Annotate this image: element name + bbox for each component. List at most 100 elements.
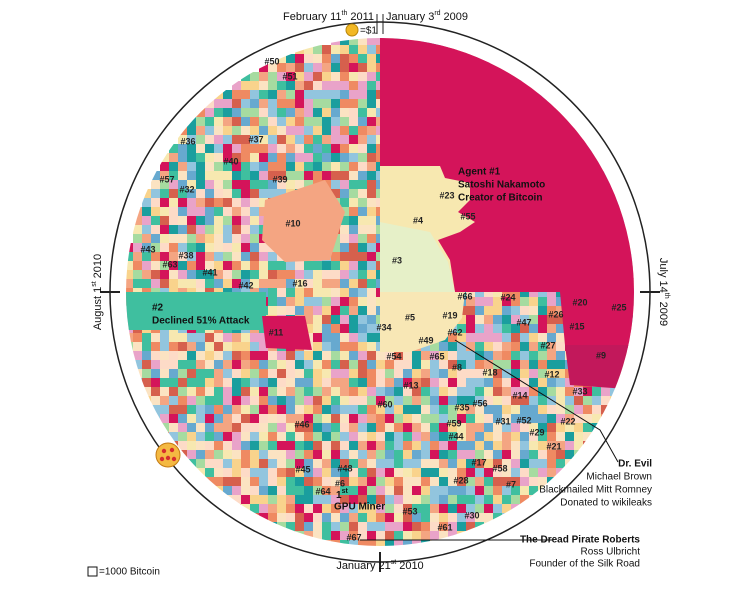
- mosaic-cell: [250, 486, 259, 495]
- mosaic-cell: [133, 270, 142, 279]
- mosaic-cell: [304, 360, 313, 369]
- mosaic-cell: [268, 450, 277, 459]
- mosaic-cell: [295, 423, 304, 432]
- mosaic-cell: [565, 423, 574, 432]
- mosaic-cell: [340, 63, 349, 72]
- mosaic-cell: [133, 351, 142, 360]
- mosaic-cell: [160, 216, 169, 225]
- date-text: July 14: [657, 258, 669, 293]
- mosaic-cell: [349, 405, 358, 414]
- mosaic-cell: [151, 369, 160, 378]
- mosaic-cell: [187, 441, 196, 450]
- mosaic-cell: [187, 261, 196, 270]
- mosaic-cell: [466, 297, 475, 306]
- mosaic-cell: [277, 405, 286, 414]
- mosaic-cell: [448, 423, 457, 432]
- mosaic-cell: [322, 72, 331, 81]
- mosaic-cell: [385, 423, 394, 432]
- mosaic-cell: [250, 351, 259, 360]
- mosaic-cell: [259, 378, 268, 387]
- mosaic-cell: [241, 351, 250, 360]
- mosaic-cell: [457, 333, 466, 342]
- mosaic-cell: [223, 432, 232, 441]
- mosaic-cell: [313, 45, 322, 54]
- mosaic-cell: [556, 324, 565, 333]
- date-label: August 1st2010: [91, 254, 104, 330]
- mosaic-cell: [340, 90, 349, 99]
- mosaic-cell: [412, 423, 421, 432]
- mosaic-cell: [412, 351, 421, 360]
- mosaic-cell: [196, 198, 205, 207]
- mosaic-cell: [340, 486, 349, 495]
- mosaic-cell: [412, 459, 421, 468]
- mosaic-cell: [178, 225, 187, 234]
- mosaic-cell: [259, 207, 268, 216]
- mosaic-cell: [601, 387, 610, 396]
- mosaic-cell: [511, 351, 520, 360]
- mosaic-cell: [277, 72, 286, 81]
- mosaic-cell: [295, 135, 304, 144]
- mosaic-cell: [196, 333, 205, 342]
- mosaic-cell: [538, 378, 547, 387]
- mosaic-cell: [205, 162, 214, 171]
- legend-square: [87, 566, 98, 577]
- mosaic-cell: [304, 297, 313, 306]
- mosaic-cell: [286, 288, 295, 297]
- mosaic-cell: [259, 162, 268, 171]
- mosaic-cell: [187, 207, 196, 216]
- mosaic-cell: [547, 468, 556, 477]
- mosaic-cell: [358, 306, 367, 315]
- mosaic-cell: [529, 315, 538, 324]
- mosaic-cell: [223, 99, 232, 108]
- mosaic-cell: [322, 405, 331, 414]
- mosaic-cell: [529, 441, 538, 450]
- mosaic-cell: [349, 99, 358, 108]
- mosaic-cell: [448, 477, 457, 486]
- mosaic-cell: [376, 378, 385, 387]
- mosaic-cell: [475, 450, 484, 459]
- mosaic-cell: [331, 513, 340, 522]
- mosaic-cell: [295, 126, 304, 135]
- mosaic-cell: [214, 423, 223, 432]
- mosaic-cell: [205, 126, 214, 135]
- mosaic-cell: [619, 198, 628, 207]
- mosaic-cell: [241, 108, 250, 117]
- coin-icon: [345, 23, 359, 37]
- mosaic-cell: [196, 144, 205, 153]
- mosaic-cell: [448, 378, 457, 387]
- mosaic-cell: [349, 108, 358, 117]
- mosaic-cell: [250, 333, 259, 342]
- mosaic-cell: [367, 54, 376, 63]
- holder-label: #41: [202, 267, 217, 277]
- holder-label: #36: [180, 136, 195, 146]
- mosaic-cell: [322, 540, 331, 546]
- mosaic-cell: [295, 54, 304, 63]
- mosaic-cell: [484, 387, 493, 396]
- mosaic-cell: [322, 441, 331, 450]
- mosaic-cell: [511, 414, 520, 423]
- mosaic-cell: [232, 504, 241, 513]
- mosaic-cell: [331, 468, 340, 477]
- mosaic-cell: [322, 396, 331, 405]
- mosaic-cell: [592, 387, 601, 396]
- mosaic-cell: [259, 405, 268, 414]
- mosaic-cell: [511, 324, 520, 333]
- mosaic-cell: [457, 513, 466, 522]
- mosaic-cell: [556, 423, 565, 432]
- mosaic-cell: [511, 306, 520, 315]
- mosaic-cell: [187, 216, 196, 225]
- mosaic-cell: [547, 405, 556, 414]
- mosaic-cell: [349, 216, 358, 225]
- mosaic-cell: [475, 378, 484, 387]
- mosaic-cell: [493, 432, 502, 441]
- mosaic-cell: [322, 144, 331, 153]
- mosaic-cell: [475, 513, 484, 522]
- mosaic-cell: [205, 405, 214, 414]
- mosaic-cell: [322, 432, 331, 441]
- mosaic-cell: [520, 72, 529, 81]
- mosaic-cell: [322, 513, 331, 522]
- mosaic-cell: [151, 243, 160, 252]
- mosaic-cell: [601, 396, 610, 405]
- mosaic-cell: [223, 360, 232, 369]
- mosaic-cell: [268, 72, 277, 81]
